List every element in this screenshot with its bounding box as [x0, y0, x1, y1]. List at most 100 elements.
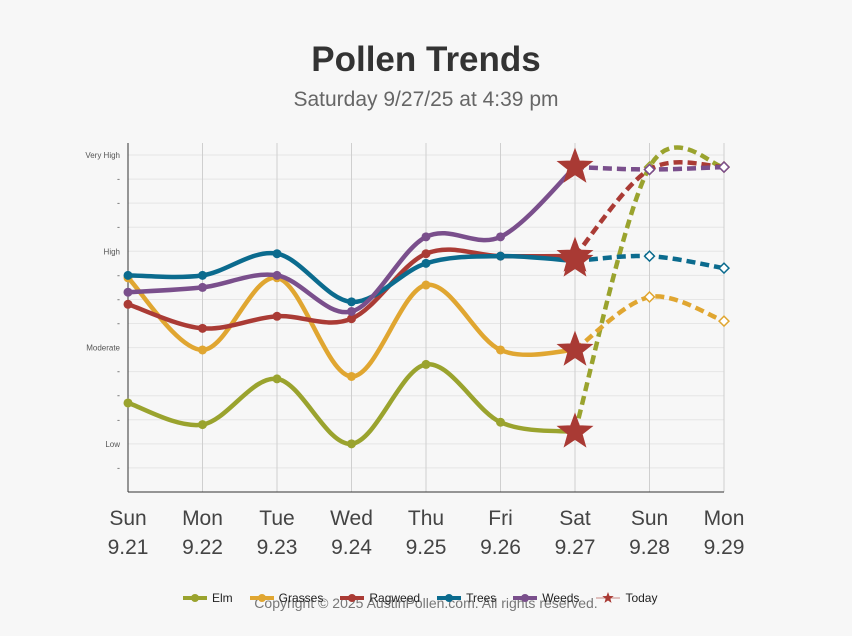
data-point [272, 311, 282, 321]
y-tick-label: - [117, 391, 120, 401]
x-tick-date: 9.27 [555, 536, 596, 559]
today-star-marker [556, 241, 594, 277]
series-weeds [123, 161, 731, 316]
x-tick-date: 9.26 [480, 536, 521, 559]
x-tick-date: 9.29 [704, 536, 745, 559]
legend-swatch [249, 594, 274, 602]
data-point [272, 374, 282, 384]
today-star-marker [556, 330, 594, 366]
data-point [347, 297, 356, 307]
data-point [421, 232, 431, 242]
legend-item-grasses[interactable]: Grasses [249, 591, 324, 605]
data-point [123, 287, 133, 297]
data-point [198, 345, 207, 355]
y-tick-label: - [117, 319, 120, 329]
x-tick-day: Sun [109, 507, 146, 530]
legend-item-elm[interactable]: Elm [183, 591, 233, 605]
data-point [421, 280, 431, 290]
legend-label: Weeds [542, 591, 580, 605]
x-tick-day: Thu [408, 507, 444, 530]
legend-item-ragweed[interactable]: Ragweed [340, 591, 420, 605]
y-tick-label: - [117, 198, 120, 208]
forecast-point [643, 250, 656, 263]
x-tick-date: 9.24 [331, 536, 372, 559]
x-tick-day: Mon [704, 507, 745, 530]
grid-lines [127, 143, 725, 493]
data-point [123, 270, 133, 280]
x-tick-day: Mon [182, 507, 223, 530]
data-point [421, 249, 431, 259]
legend-swatch [183, 594, 207, 602]
data-point [123, 398, 133, 408]
data-point [347, 306, 356, 316]
legend-label: Elm [212, 591, 233, 605]
y-tick-label: Low [105, 440, 120, 449]
x-tick-day: Sat [559, 507, 591, 530]
today-markers [556, 147, 594, 448]
data-point [421, 359, 431, 369]
data-point [198, 323, 207, 333]
legend-swatch [437, 594, 462, 602]
chart-title: Pollen Trends [311, 40, 541, 79]
y-axis-ticks: - Low - - - Moderate - - - High - - - Very High [85, 151, 120, 473]
legend-item-weeds[interactable]: Weeds [513, 591, 579, 605]
data-point [198, 270, 207, 280]
y-tick-label: - [117, 463, 120, 473]
legend-label: Ragweed [369, 591, 421, 605]
legend-label: Trees [466, 591, 497, 605]
data-point [347, 439, 356, 449]
x-tick-day: Wed [330, 507, 373, 530]
today-star-marker [556, 412, 594, 448]
legend-label: Grasses [278, 591, 324, 605]
today-star-marker [556, 147, 594, 183]
forecast-point [643, 291, 656, 304]
data-point [496, 251, 505, 261]
legend-swatch [340, 594, 365, 602]
x-tick-date: 9.23 [257, 536, 298, 559]
forecast-point [717, 161, 731, 174]
data-point [496, 232, 505, 242]
y-tick-label: High [104, 247, 120, 256]
chart-subtitle: Saturday 9/27/25 at 4:39 pm [293, 88, 559, 111]
x-tick-date: 9.22 [182, 536, 223, 559]
data-point [496, 345, 505, 355]
y-tick-label: - [117, 367, 120, 377]
data-point [123, 299, 133, 309]
y-tick-label: - [117, 270, 120, 280]
series-group [123, 145, 731, 449]
x-tick-day: Tue [259, 507, 294, 530]
data-point [198, 282, 207, 292]
data-point [347, 371, 356, 381]
legend-item-today[interactable]: Today [596, 591, 657, 605]
data-point [272, 249, 282, 259]
data-point [496, 417, 505, 427]
legend-label: Today [625, 591, 658, 605]
legend: Elm Grasses Ragweed Trees Weeds Today [183, 589, 674, 607]
forecast-point [717, 315, 731, 328]
y-tick-label: - [117, 415, 120, 425]
legend-swatch [596, 592, 621, 603]
forecast-line-elm [572, 145, 725, 433]
series-trees [123, 249, 731, 307]
y-tick-label: Moderate [86, 344, 120, 353]
data-point [198, 420, 207, 430]
y-tick-label: Very High [85, 151, 120, 160]
y-tick-label: - [117, 222, 120, 232]
legend-swatch [513, 594, 538, 602]
data-point [272, 270, 282, 280]
x-tick-day: Fri [488, 507, 513, 530]
forecast-point [643, 163, 656, 176]
x-axis-ticks: Sun 9.21 Mon 9.22 Tue 9.23 Wed 9.24 Thu 9.25 Fri 9.… [108, 507, 745, 559]
x-tick-date: 9.28 [629, 536, 670, 559]
x-tick-date: 9.25 [406, 536, 447, 559]
legend-item-trees[interactable]: Trees [437, 591, 496, 605]
forecast-point [717, 262, 731, 275]
x-tick-date: 9.21 [108, 536, 149, 559]
y-tick-label: - [117, 174, 120, 184]
data-point [421, 258, 431, 268]
data-point [347, 314, 356, 324]
copyright-text: Copyright © 2025 AustinPollen.com. All r… [254, 595, 598, 611]
y-tick-label: - [117, 294, 120, 304]
x-tick-day: Sun [631, 507, 668, 530]
